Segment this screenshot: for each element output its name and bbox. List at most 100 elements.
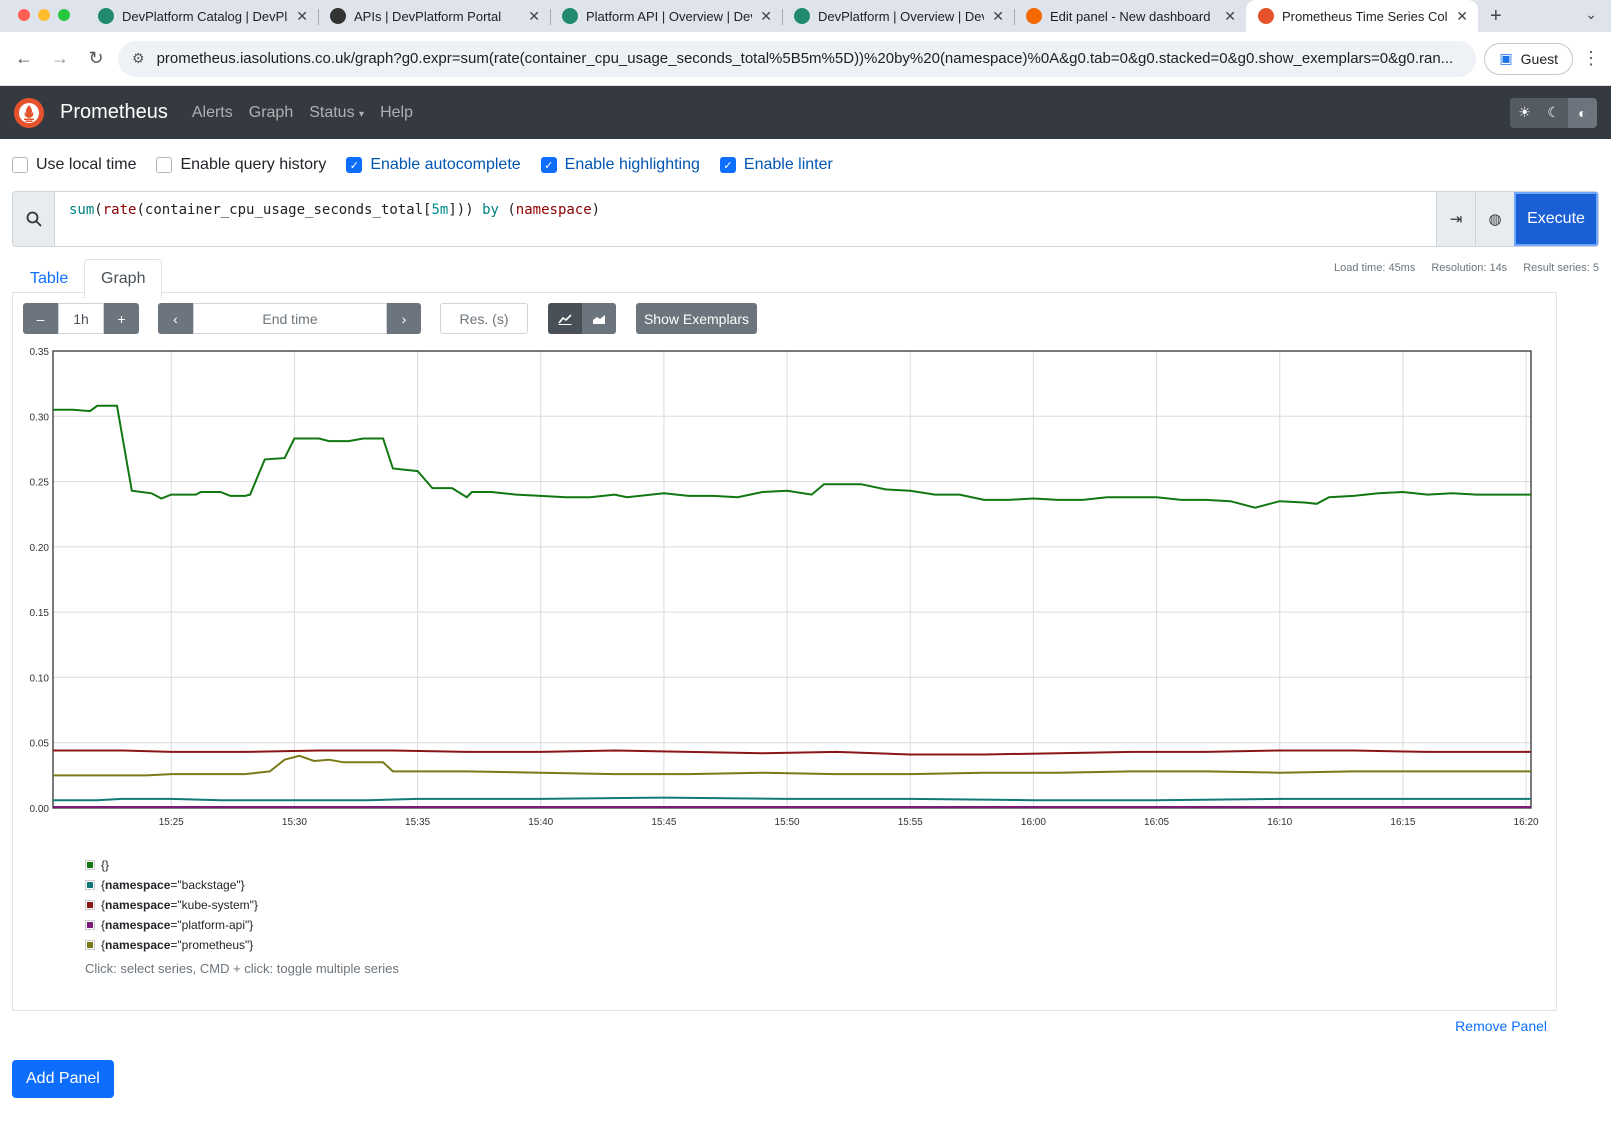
query-token: ( bbox=[507, 202, 516, 218]
resolution-input[interactable]: Res. (s) bbox=[440, 303, 528, 334]
range-input[interactable]: 1h bbox=[58, 303, 104, 334]
tab-table[interactable]: Table bbox=[30, 270, 69, 287]
close-tab-icon[interactable]: ✕ bbox=[1456, 7, 1468, 24]
graph-controls: – 1h + ‹ End time › Res. (s) Show Exempl… bbox=[23, 303, 757, 334]
option-enable-linter[interactable]: ✓ Enable linter bbox=[719, 156, 833, 174]
legend-item[interactable]: {namespace="kube-system"} bbox=[85, 895, 399, 915]
option-use-local-time[interactable]: Use local time bbox=[12, 156, 136, 174]
y-tick-label: 0.20 bbox=[30, 543, 50, 554]
close-tab-icon[interactable]: ✕ bbox=[528, 7, 540, 24]
query-token: namespace bbox=[515, 202, 592, 218]
series-label: {namespace="kube-system"} bbox=[101, 898, 258, 912]
reload-icon[interactable]: ↻ bbox=[88, 48, 104, 68]
browser-tab[interactable]: DevPlatform | Overview | Dev ✕ bbox=[782, 0, 1014, 32]
tab-title: DevPlatform | Overview | Dev bbox=[818, 8, 985, 24]
contrast-icon[interactable]: ◐ bbox=[1578, 104, 1587, 121]
expression-input[interactable]: sum(rate(container_cpu_usage_seconds_tot… bbox=[55, 192, 1436, 246]
checkbox[interactable]: ✓ bbox=[540, 157, 557, 173]
end-time-group: ‹ End time › bbox=[158, 303, 421, 334]
stacked-chart-icon[interactable] bbox=[582, 303, 616, 334]
nav-alerts[interactable]: Alerts bbox=[191, 103, 233, 121]
checkbox[interactable]: ✓ bbox=[719, 157, 736, 173]
y-tick-label: 0.35 bbox=[30, 347, 50, 358]
format-expression-icon[interactable]: ⇥ bbox=[1436, 192, 1475, 246]
query-token: container_cpu_usage_seconds_total bbox=[144, 202, 424, 218]
close-window-button[interactable] bbox=[18, 9, 30, 21]
browser-tab[interactable]: Edit panel - New dashboard ✕ bbox=[1014, 0, 1246, 32]
add-panel-button[interactable]: Add Panel bbox=[12, 1060, 114, 1098]
search-icon bbox=[13, 192, 55, 246]
favicon-icon bbox=[562, 8, 578, 24]
tab-graph[interactable]: Graph bbox=[84, 259, 163, 299]
legend-item[interactable]: {namespace="prometheus"} bbox=[85, 935, 399, 955]
browser-tab[interactable]: APIs | DevPlatform Portal ✕ bbox=[318, 0, 550, 32]
brand-title[interactable]: Prometheus bbox=[60, 101, 168, 123]
option-enable-highlighting[interactable]: ✓ Enable highlighting bbox=[540, 156, 700, 174]
browser-tab[interactable]: DevPlatform Catalog | DevPla ✕ bbox=[86, 0, 318, 32]
y-tick-label: 0.30 bbox=[30, 412, 50, 423]
new-tab-button[interactable]: + bbox=[1490, 5, 1502, 27]
close-tab-icon[interactable]: ✕ bbox=[992, 7, 1004, 24]
chevron-left-icon[interactable]: ‹ bbox=[158, 303, 193, 334]
checkbox[interactable] bbox=[156, 157, 173, 173]
view-tabs: Table Graph Load time: 45ms Resolution: … bbox=[12, 247, 1599, 299]
prometheus-navbar: Prometheus Alerts Graph Status ▾ Help ☀ … bbox=[0, 86, 1611, 139]
chart-type-group bbox=[548, 303, 616, 334]
decrease-range-button[interactable]: – bbox=[23, 303, 58, 334]
series-swatch bbox=[85, 920, 95, 930]
checkbox[interactable] bbox=[12, 157, 28, 173]
increase-range-button[interactable]: + bbox=[104, 303, 139, 334]
metrics-explorer-icon[interactable]: ◍ bbox=[1475, 192, 1514, 246]
y-tick-label: 0.05 bbox=[30, 739, 50, 750]
profile-button[interactable]: ▣ Guest bbox=[1484, 42, 1573, 75]
chevron-right-icon[interactable]: › bbox=[387, 303, 421, 334]
option-enable-query-history[interactable]: Enable query history bbox=[156, 156, 326, 174]
x-tick-label: 15:40 bbox=[528, 817, 553, 828]
nav-help[interactable]: Help bbox=[380, 103, 413, 121]
back-icon[interactable]: ← bbox=[15, 48, 33, 68]
favicon-icon bbox=[1026, 8, 1042, 24]
close-tab-icon[interactable]: ✕ bbox=[1224, 7, 1236, 24]
prometheus-logo-icon[interactable] bbox=[14, 97, 44, 128]
browser-tabs: DevPlatform Catalog | DevPla ✕ APIs | DevP… bbox=[86, 0, 1478, 32]
nav-graph[interactable]: Graph bbox=[248, 103, 294, 121]
tab-title: APIs | DevPlatform Portal bbox=[354, 8, 502, 24]
option-label: Enable autocomplete bbox=[370, 156, 521, 173]
result-series: Result series: 5 bbox=[1523, 262, 1599, 274]
time-series-chart[interactable]: 0.00 0.05 0.10 0.15 0.20 0.25 0.30 0.35 15:25 15:… bbox=[13, 343, 1556, 833]
browser-tab[interactable]: Platform API | Overview | Dev ✕ bbox=[550, 0, 782, 32]
url-bar[interactable]: ⚙ prometheus.iasolutions.co.uk/graph?g0.… bbox=[118, 40, 1477, 77]
minimize-window-button[interactable] bbox=[38, 9, 50, 21]
site-info-icon[interactable]: ⚙ bbox=[132, 50, 145, 66]
execute-button[interactable]: Execute bbox=[1514, 192, 1598, 246]
tab-search-icon[interactable]: ⌄ bbox=[1585, 6, 1597, 22]
option-enable-autocomplete[interactable]: ✓ Enable autocomplete bbox=[346, 156, 521, 174]
close-tab-icon[interactable]: ✕ bbox=[296, 7, 308, 24]
moon-icon[interactable]: ☾ bbox=[1539, 97, 1568, 128]
forward-icon[interactable]: → bbox=[51, 48, 69, 68]
line-chart-icon[interactable] bbox=[548, 303, 582, 334]
load-time: Load time: 45ms bbox=[1334, 262, 1416, 274]
nav-status[interactable]: Status ▾ bbox=[309, 104, 364, 122]
browser-tab-bar: DevPlatform Catalog | DevPla ✕ APIs | DevP… bbox=[0, 0, 1611, 32]
legend-item[interactable]: {} bbox=[85, 855, 399, 875]
query-stats: Load time: 45ms Resolution: 14s Result s… bbox=[1334, 262, 1599, 274]
checkbox[interactable]: ✓ bbox=[346, 157, 363, 173]
query-token: sum bbox=[69, 202, 95, 218]
browser-menu-icon[interactable]: ⋮ bbox=[1582, 48, 1600, 68]
query-token: ] bbox=[448, 202, 457, 218]
end-time-input[interactable]: End time bbox=[193, 303, 387, 334]
series-line bbox=[53, 796, 1531, 802]
x-tick-label: 16:10 bbox=[1267, 817, 1292, 828]
legend-item[interactable]: {namespace="platform-api"} bbox=[85, 915, 399, 935]
remove-panel-link[interactable]: Remove Panel bbox=[1455, 1018, 1547, 1034]
series-label: {namespace="platform-api"} bbox=[101, 918, 254, 932]
legend-item[interactable]: {namespace="backstage"} bbox=[85, 875, 399, 895]
close-tab-icon[interactable]: ✕ bbox=[760, 7, 772, 24]
show-exemplars-button[interactable]: Show Exemplars bbox=[636, 303, 757, 334]
maximize-window-button[interactable] bbox=[58, 9, 70, 21]
sun-icon[interactable]: ☀ bbox=[1510, 97, 1539, 128]
query-token: [ bbox=[423, 202, 432, 218]
browser-tab[interactable]: Prometheus Time Series Coll ✕ bbox=[1246, 0, 1478, 32]
y-tick-label: 0.00 bbox=[30, 804, 50, 815]
